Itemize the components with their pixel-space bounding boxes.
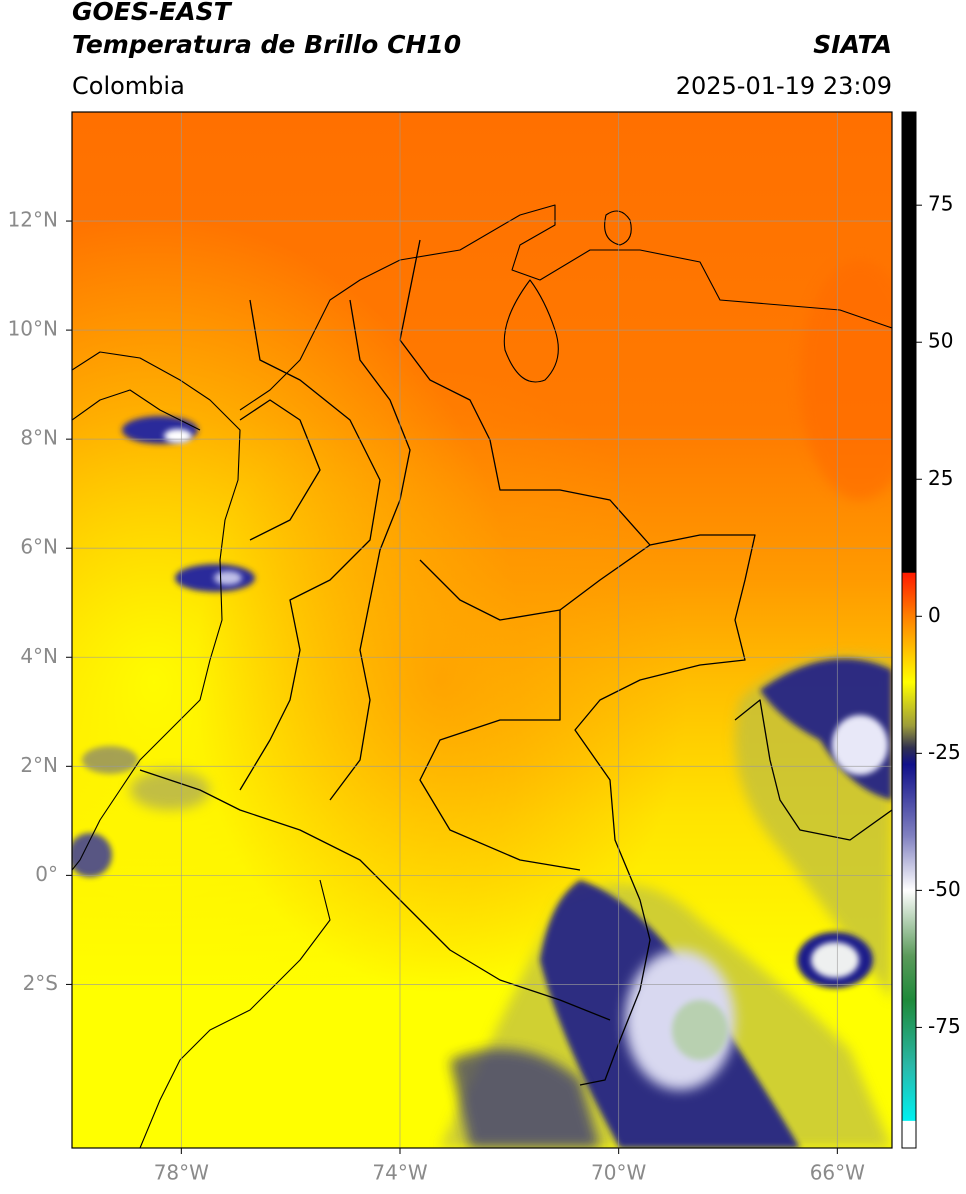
colorbar-tick-label: -25 <box>928 740 961 764</box>
colorbar-tick-label: -50 <box>928 877 961 901</box>
x-tick-label: 70°W <box>591 1161 646 1185</box>
x-tick-label: 78°W <box>154 1161 209 1185</box>
imagery <box>72 112 892 1148</box>
y-tick-label: 12°N <box>8 208 58 232</box>
y-tick-label: 2°N <box>20 753 58 777</box>
cloud <box>82 746 138 774</box>
coastline <box>72 351 241 871</box>
cloud-core <box>214 571 242 585</box>
national-border <box>734 699 892 841</box>
coastline <box>503 279 559 383</box>
national-border <box>399 239 756 1086</box>
colorbar-tick-label: 75 <box>928 192 953 216</box>
department-border <box>239 399 321 541</box>
cloud <box>450 1048 600 1148</box>
colorbar-tick-label: 50 <box>928 329 953 353</box>
colorbar-tick-label: 25 <box>928 466 953 490</box>
map-frame <box>71 111 893 1149</box>
department-border <box>239 299 381 791</box>
y-tick-label: 0° <box>35 862 58 886</box>
cloud <box>72 833 112 877</box>
cloud-core <box>672 1000 728 1060</box>
region: Colombia <box>72 72 185 100</box>
timestamp: 2025-01-19 23:09 <box>676 72 892 100</box>
graticule <box>72 112 892 1148</box>
x-tick-label: 66°W <box>810 1161 865 1185</box>
department-border <box>419 559 581 871</box>
y-tick-label: 2°S <box>23 971 58 995</box>
cloud-core <box>164 429 192 443</box>
cloud-core <box>832 715 888 775</box>
colorbar-tick-label: 0 <box>928 603 941 627</box>
y-tick-label: 4°N <box>20 644 58 668</box>
x-tick-label: 74°W <box>372 1161 427 1185</box>
coastline <box>139 879 331 1148</box>
national-border <box>139 769 611 1021</box>
colorbar-tick-label: -75 <box>928 1014 961 1038</box>
y-tick-label: 6°N <box>20 535 58 559</box>
title: GOES-EAST <box>72 0 233 26</box>
cloud-core <box>811 942 859 978</box>
y-tick-label: 8°N <box>20 426 58 450</box>
cloud <box>130 770 210 810</box>
department-border <box>559 544 651 611</box>
y-tick-label: 10°N <box>8 317 58 341</box>
subtitle: Temperatura de Brillo CH10 <box>72 30 461 59</box>
department-border <box>329 299 411 801</box>
coastline <box>239 204 892 411</box>
coastline <box>72 389 201 431</box>
colorbar <box>901 111 917 1149</box>
source: SIATA <box>813 30 892 59</box>
